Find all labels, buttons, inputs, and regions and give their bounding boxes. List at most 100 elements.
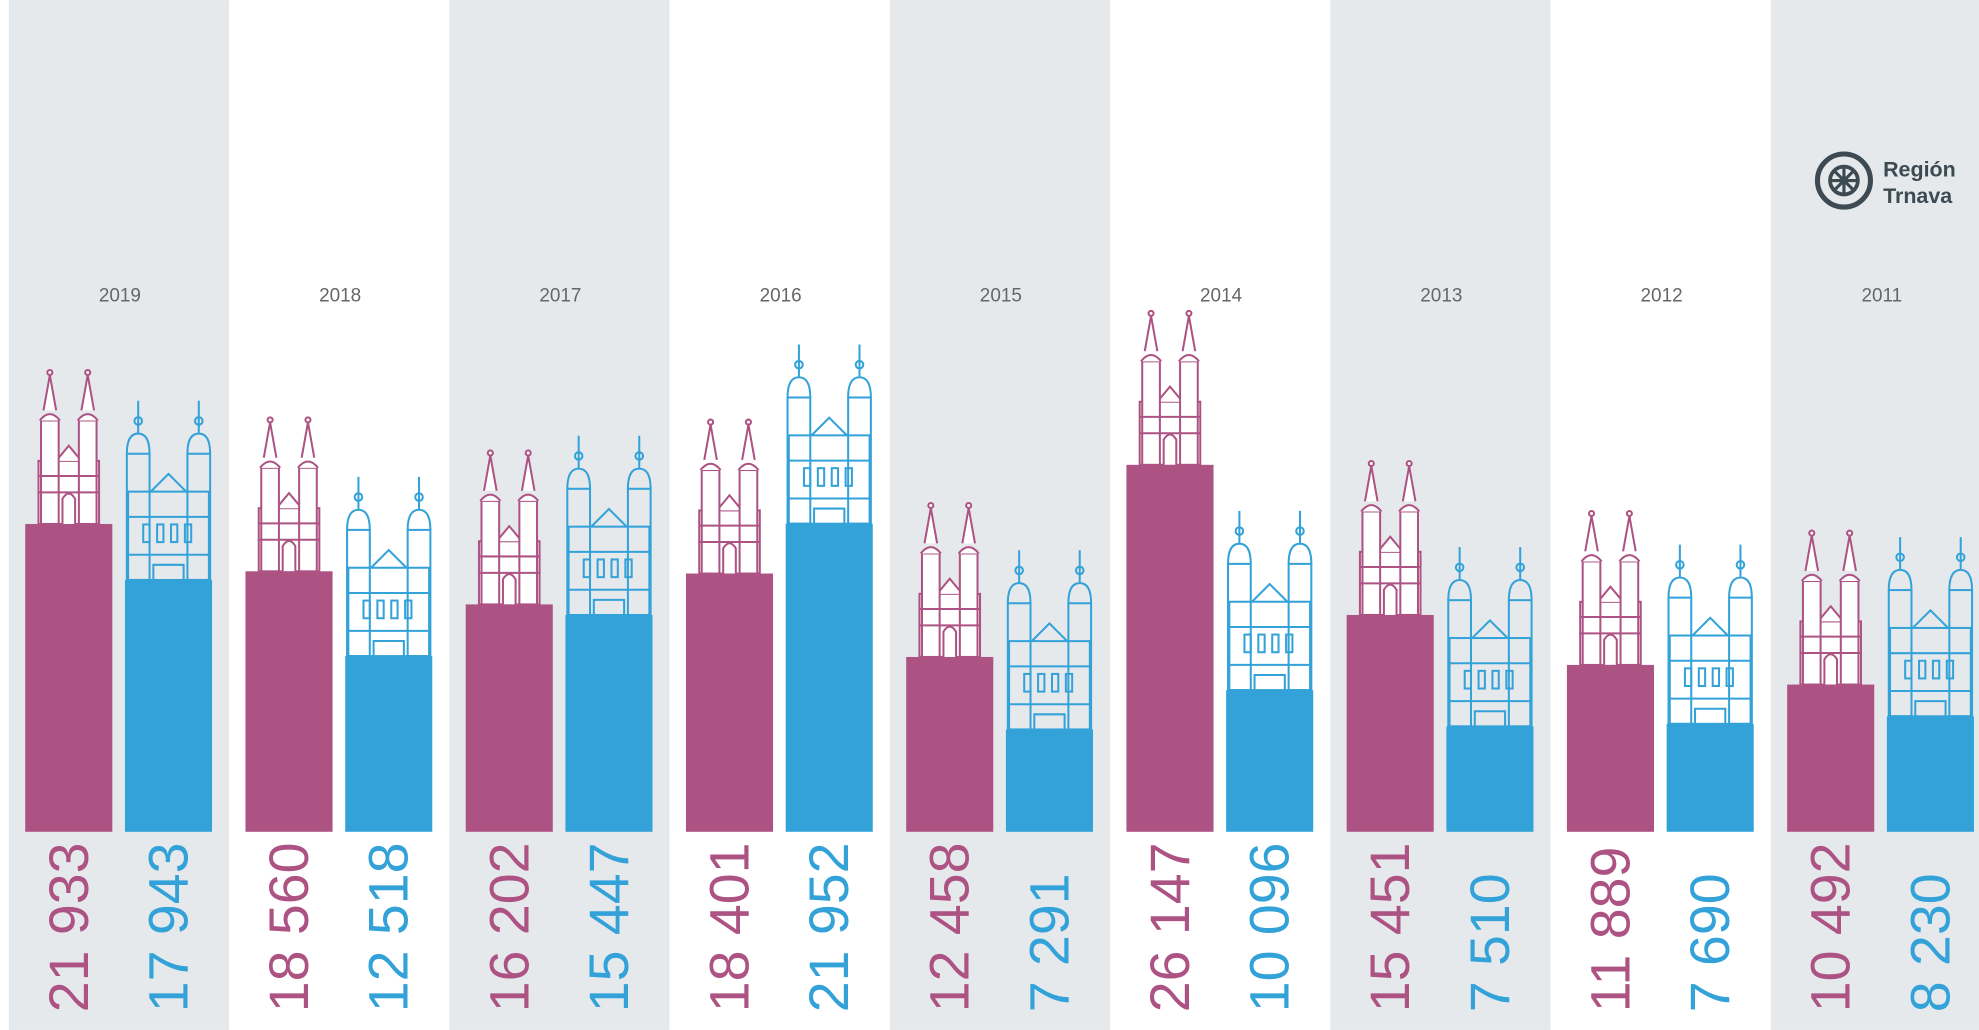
icon-part (1515, 562, 1526, 573)
icon-part (1580, 515, 1603, 563)
icon-part (1839, 580, 1860, 686)
icon-part (699, 424, 722, 471)
x-tick-label: 2019 (99, 286, 141, 307)
icon-part (84, 368, 92, 377)
icon-part (1619, 560, 1640, 666)
icon-part (1141, 360, 1161, 466)
icon-part (1800, 635, 1861, 685)
icon-part (1728, 544, 1753, 598)
bar (124, 579, 213, 832)
icon-part (346, 476, 371, 530)
value-label: 7 690 (1679, 873, 1741, 1012)
bar (1346, 614, 1434, 832)
bar (465, 604, 553, 832)
value-label: 8 230 (1899, 873, 1961, 1012)
icon-part (406, 528, 432, 658)
x-tick-label: 2013 (1420, 286, 1462, 307)
icon-part (406, 476, 432, 530)
bar (1446, 726, 1534, 832)
icon-part (700, 469, 721, 575)
hall-icon (1227, 510, 1313, 692)
icon-part (518, 499, 539, 606)
value-label: 16 202 (478, 842, 540, 1012)
icon-part (1271, 633, 1280, 654)
bar (906, 656, 994, 832)
icon-part (1675, 560, 1685, 570)
icon-part (1581, 560, 1602, 666)
icon-part (1185, 309, 1193, 317)
icon-part (1234, 526, 1245, 536)
bar (565, 614, 653, 832)
x-tick-label: 2012 (1641, 286, 1683, 307)
x-tick-label: 2018 (319, 286, 361, 307)
icon-part (1735, 560, 1746, 570)
icon-part (1449, 618, 1531, 727)
icon-part (1931, 659, 1941, 680)
icon-part (1179, 360, 1199, 466)
logo-ring (1814, 151, 1873, 210)
icon-part (275, 491, 303, 509)
x-tick-label: 2014 (1200, 286, 1242, 307)
icon-part (1074, 565, 1085, 576)
icon-part (707, 418, 715, 426)
value-label: 7 291 (1018, 873, 1080, 1012)
x-tick-label: 2017 (539, 286, 581, 307)
icon-part (596, 558, 605, 579)
bar (1886, 716, 1974, 832)
icon-part (348, 548, 430, 657)
icon-part (958, 552, 979, 658)
value-label: 17 943 (137, 842, 199, 1012)
icon-part (1618, 515, 1641, 563)
icon-part (390, 599, 399, 620)
bar (785, 523, 873, 832)
icon-part (346, 528, 371, 658)
icon-part (1140, 315, 1162, 362)
value-label: 11 889 (1579, 847, 1641, 1013)
icon-part (77, 419, 98, 525)
value-label: 21 933 (38, 842, 100, 1012)
bar (685, 573, 774, 832)
icon-part (46, 368, 54, 377)
icon-part (1405, 459, 1413, 468)
icon-part (259, 422, 281, 469)
value-label: 21 952 (798, 842, 860, 1012)
icon-part (847, 344, 872, 398)
icon-part (1287, 510, 1313, 564)
icon-part (965, 501, 973, 510)
icon-part (1178, 315, 1200, 362)
icon-part (297, 422, 319, 469)
church-icon (698, 418, 761, 575)
icon-part (524, 449, 532, 457)
icon-part (927, 501, 935, 510)
column-background (889, 0, 1111, 1030)
icon-part (1667, 544, 1693, 598)
bar (1005, 729, 1093, 832)
x-tick-label: 2015 (980, 286, 1022, 307)
icon-part (1037, 672, 1046, 693)
icon-part (738, 469, 759, 575)
icon-part (787, 434, 871, 525)
bar (1126, 464, 1214, 832)
value-label: 15 447 (578, 842, 640, 1012)
church-icon (918, 501, 982, 658)
icon-part (1711, 667, 1721, 688)
icon-part (788, 416, 870, 524)
icon-part (1399, 510, 1419, 616)
icon-part (816, 467, 826, 487)
bar (25, 523, 113, 832)
icon-part (1454, 562, 1465, 573)
church-icon (257, 416, 321, 573)
icon-part (568, 507, 650, 615)
bar (345, 656, 433, 832)
hall-icon (1667, 544, 1753, 725)
icon-part (353, 492, 364, 502)
icon-part (1361, 510, 1382, 616)
icon-part (1229, 582, 1311, 691)
column-background (1770, 0, 1979, 1030)
church-icon (1799, 529, 1863, 686)
icon-part (854, 359, 865, 370)
icon-part (1669, 616, 1751, 724)
hall-icon (786, 344, 872, 525)
icon-part (347, 566, 431, 658)
